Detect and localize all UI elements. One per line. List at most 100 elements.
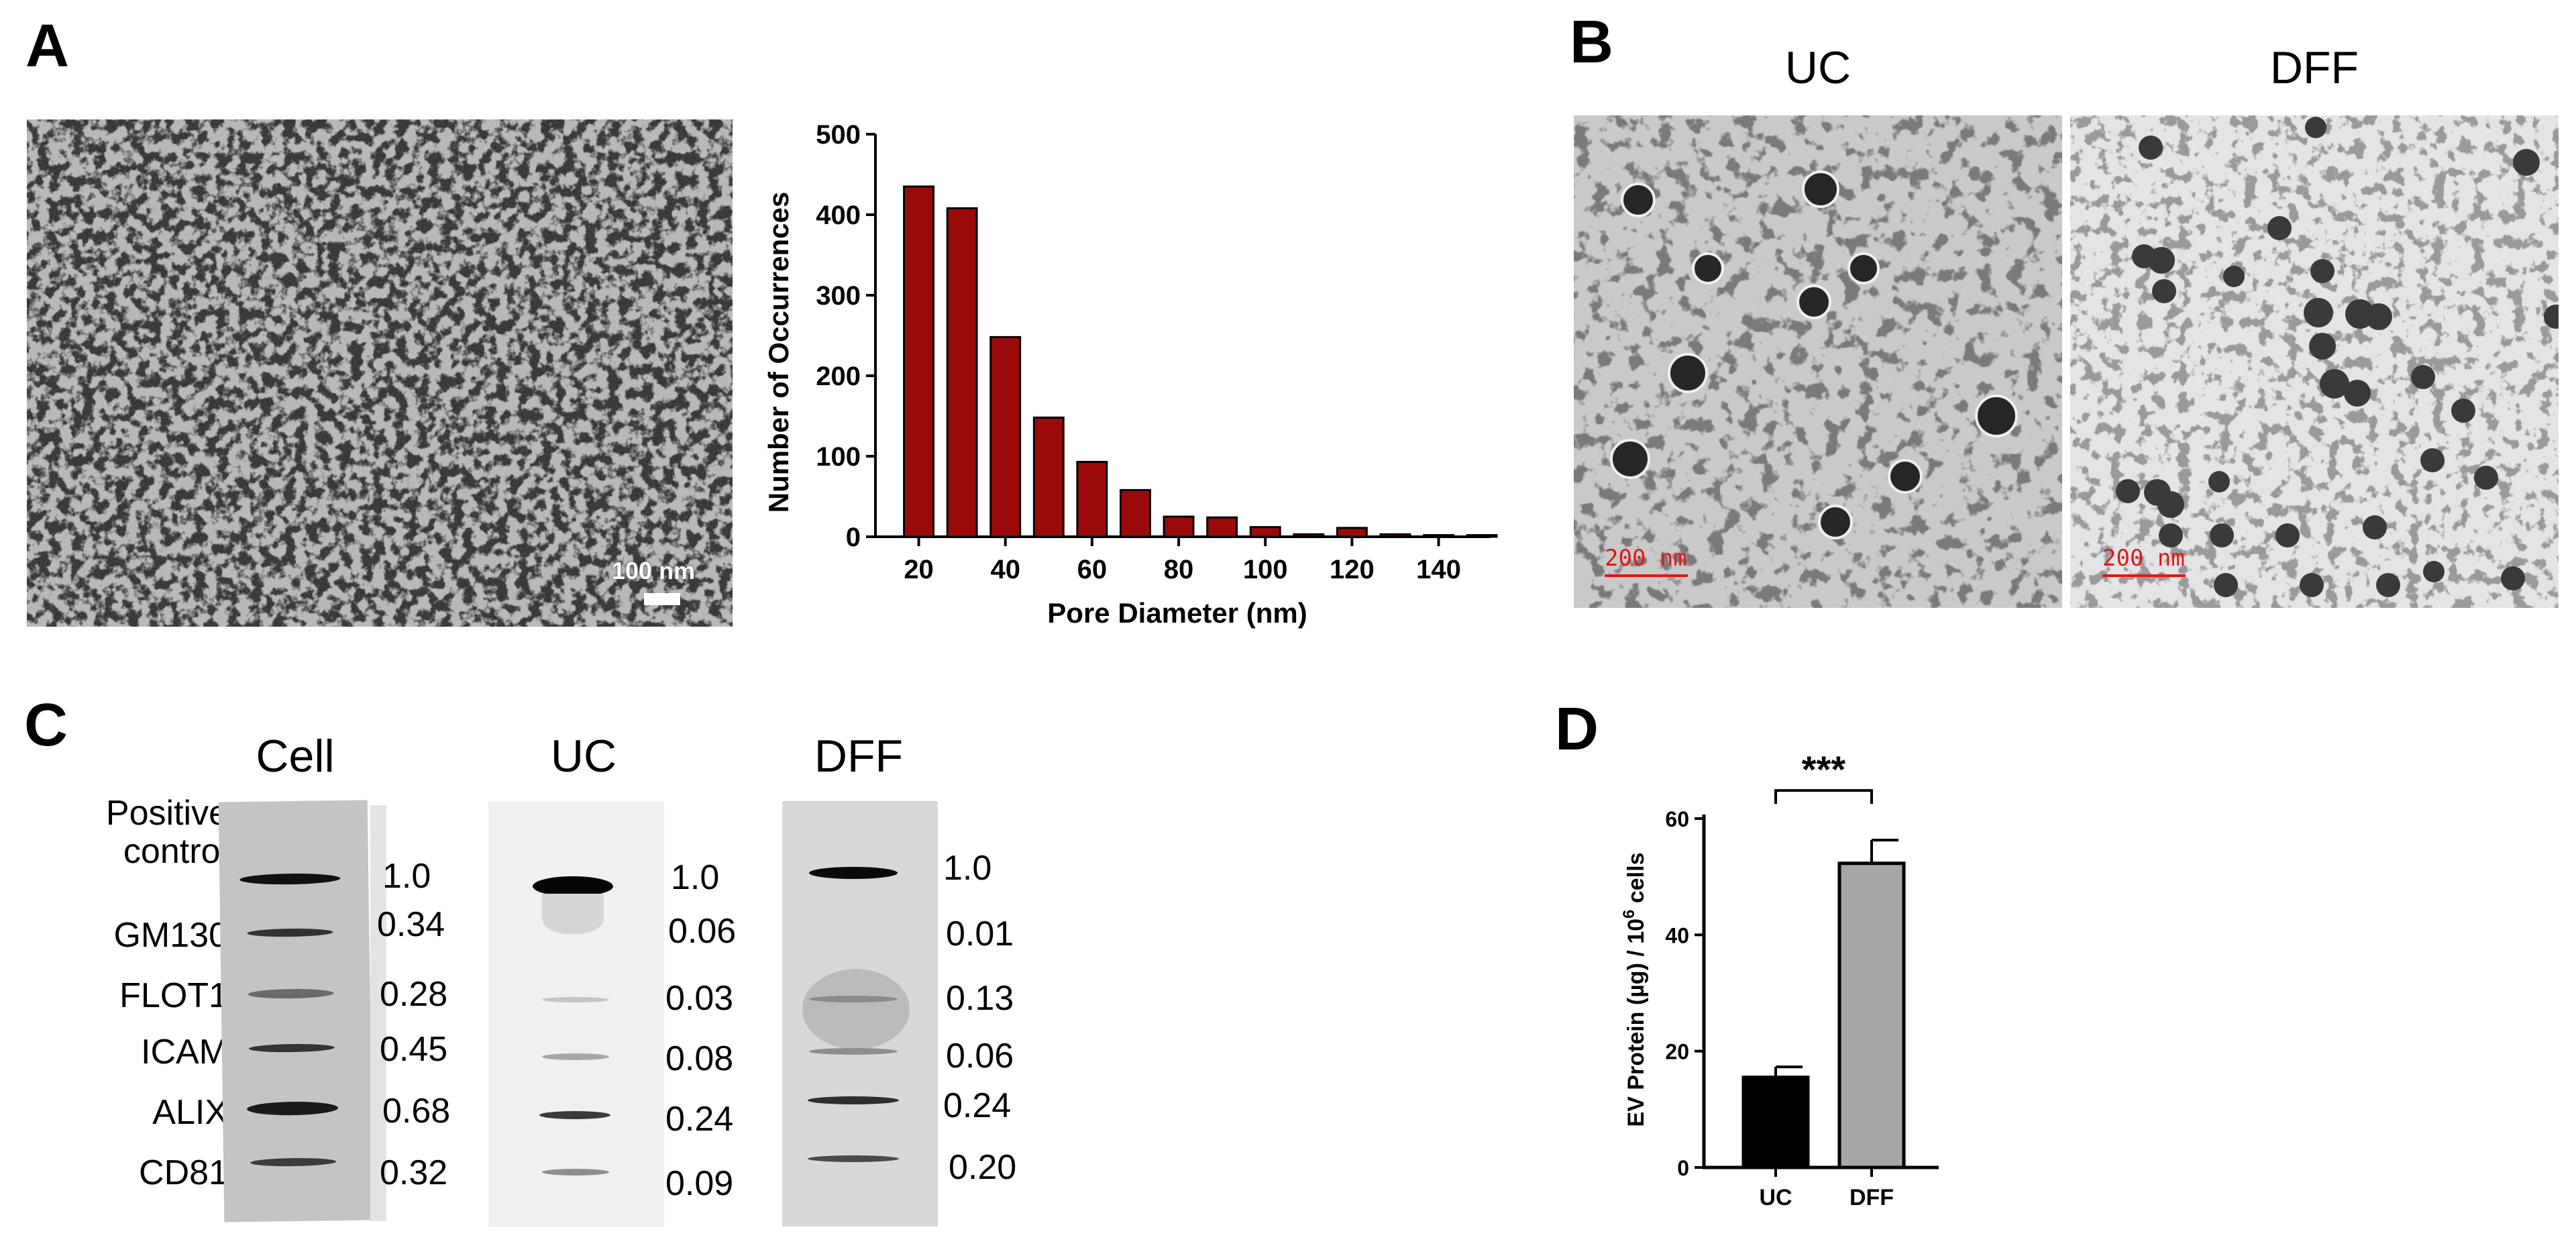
histogram-bar: [989, 335, 1022, 538]
band-uc-smear: [542, 894, 604, 934]
tem-dff-scale-label: 200 nm: [2102, 545, 2185, 572]
blot-label-positive-control: Positive control: [105, 794, 228, 872]
histogram-bar: [903, 185, 935, 538]
sem-scale-label: 100 nm: [612, 557, 696, 584]
tem-dff-texture: [2070, 115, 2559, 608]
tem-image-uc: 200 nm: [1574, 115, 2062, 608]
histogram-y-label: Number of Occurrences: [763, 192, 794, 513]
panel-b-letter: B: [1570, 9, 1613, 76]
blot-title-dff: DFF: [814, 731, 904, 782]
blot-value-uc-positive: 1.0: [671, 858, 720, 897]
tem-image-dff: 200 nm: [2070, 115, 2559, 608]
panel-d-letter: D: [1555, 696, 1599, 763]
ev-y-tick-label: 40: [1665, 923, 1689, 947]
histogram-bar: [1293, 533, 1325, 538]
ev-y-tick-label: 20: [1665, 1040, 1689, 1064]
band-uc-icam: [542, 1053, 609, 1060]
ev-protein-chart: 0 20 40 60 UC DFF *** EV Protein (µg) / 106 ce…: [1620, 748, 1939, 1210]
sem-image: 100 nm: [27, 119, 733, 627]
blot-value-dff-cd81: 0.20: [949, 1148, 1017, 1187]
blot-value-cell-cd81: 0.32: [380, 1153, 448, 1192]
band-cell-flot1: [248, 988, 334, 999]
band-dff-icam: [809, 1048, 898, 1055]
histogram-bar: [1163, 515, 1195, 538]
blot-strip-cell: [218, 800, 374, 1222]
band-uc-cd81: [542, 1169, 609, 1176]
band-cell-positive: [239, 873, 341, 886]
band-dff-cd81: [808, 1155, 899, 1162]
histogram-plot: 0 100 200 300 400 500 20 40 60 80 100 120 140: [816, 120, 1498, 584]
histogram-x-tick-label: 80: [1164, 555, 1194, 584]
band-uc-flot1: [542, 997, 609, 1002]
blot-title-uc: UC: [550, 731, 617, 782]
blot-value-dff-flot1: 0.13: [946, 979, 1014, 1018]
ev-protein-plot: 0 20 40 60 UC DFF ***: [1665, 748, 1939, 1210]
histogram-y-tick-label: 400: [816, 201, 861, 230]
histogram-y-tick-label: 0: [846, 523, 861, 552]
band-dff-positive: [809, 867, 898, 879]
histogram-x-label: Pore Diameter (nm): [1047, 597, 1307, 629]
tem-uc-scale-bar: [1605, 574, 1688, 577]
ev-bar-dff: [1837, 862, 1906, 1169]
band-uc-positive: [533, 876, 613, 896]
blot-value-uc-flot1: 0.03: [665, 979, 734, 1018]
ev-x-label-dff: DFF: [1849, 1185, 1894, 1210]
ev-significance-bracket: [1774, 789, 1873, 804]
histogram-bar: [1206, 516, 1238, 538]
blot-label-flot1: FLOT1: [119, 976, 228, 1015]
blot-label-icam: ICAM: [141, 1033, 228, 1072]
band-dff-alix: [808, 1096, 899, 1104]
band-dff-flot1: [809, 996, 898, 1002]
band-cell-gm130: [247, 928, 333, 938]
panel-a-letter: A: [25, 13, 69, 80]
histogram-bar: [1249, 526, 1281, 538]
tem-dff-scale-bar: [2102, 574, 2186, 577]
blot-title-cell: Cell: [256, 731, 335, 782]
histogram-x-tick-label: 20: [904, 555, 934, 584]
blot-value-dff-alix: 0.24: [943, 1086, 1012, 1125]
blot-value-cell-alix: 0.68: [382, 1092, 451, 1131]
band-cell-alix: [246, 1101, 339, 1116]
histogram-bar: [1336, 527, 1368, 538]
blot-value-uc-alix: 0.24: [665, 1100, 734, 1139]
blot-value-uc-cd81: 0.09: [665, 1164, 734, 1203]
blot-value-dff-gm130: 0.01: [946, 915, 1014, 953]
histogram-bar: [1466, 534, 1498, 538]
ev-y-tick-label: 60: [1665, 807, 1689, 831]
histogram-bar: [1120, 488, 1151, 538]
ev-protein-y-label: EV Protein (µg) / 106 cells: [1620, 853, 1649, 1127]
histogram-x-tick-label: 40: [990, 555, 1020, 584]
band-uc-alix: [539, 1111, 610, 1119]
pore-histogram: 0 100 200 300 400 500 20 40 60 80 100 120 140 Number…: [763, 120, 1498, 629]
histogram-x-tick-label: 120: [1330, 555, 1375, 584]
panel-b-dff-title: DFF: [2269, 42, 2359, 93]
tem-uc-texture: [1574, 115, 2062, 608]
histogram-x-tick-label: 60: [1077, 555, 1108, 584]
blot-value-cell-gm130: 0.34: [377, 905, 445, 944]
band-cell-icam: [248, 1043, 335, 1053]
blot-value-dff-positive: 1.0: [943, 849, 992, 888]
histogram-bar: [1032, 416, 1065, 538]
histogram-y-tick-label: 100: [816, 442, 861, 472]
panel-c-letter: C: [24, 692, 68, 759]
panel-b-uc-title: UC: [1784, 42, 1851, 93]
blot-value-uc-icam: 0.08: [665, 1039, 734, 1078]
ev-significance-label: ***: [1802, 748, 1846, 790]
histogram-y-tick-label: 500: [816, 120, 861, 150]
blot-strip-cell-edge: [370, 805, 386, 1221]
band-cell-cd81: [250, 1157, 337, 1167]
histogram-bar: [946, 207, 978, 538]
histogram-x-tick-label: 100: [1243, 555, 1288, 584]
blot-strip-dff: [782, 801, 938, 1227]
blot-value-cell-positive: 1.0: [382, 857, 431, 896]
histogram-y-tick-label: 200: [816, 362, 861, 391]
band-dff-smear: [802, 969, 910, 1049]
blot-value-dff-icam: 0.06: [946, 1037, 1014, 1076]
histogram-bar: [1379, 533, 1411, 538]
histogram-bar: [1423, 534, 1454, 538]
blot-label-alix: ALIX: [152, 1093, 228, 1132]
sem-texture: [27, 119, 733, 627]
ev-y-tick-label: 0: [1677, 1156, 1689, 1180]
blot-strip-uc: [488, 801, 664, 1227]
ev-bar-uc: [1741, 1076, 1810, 1169]
